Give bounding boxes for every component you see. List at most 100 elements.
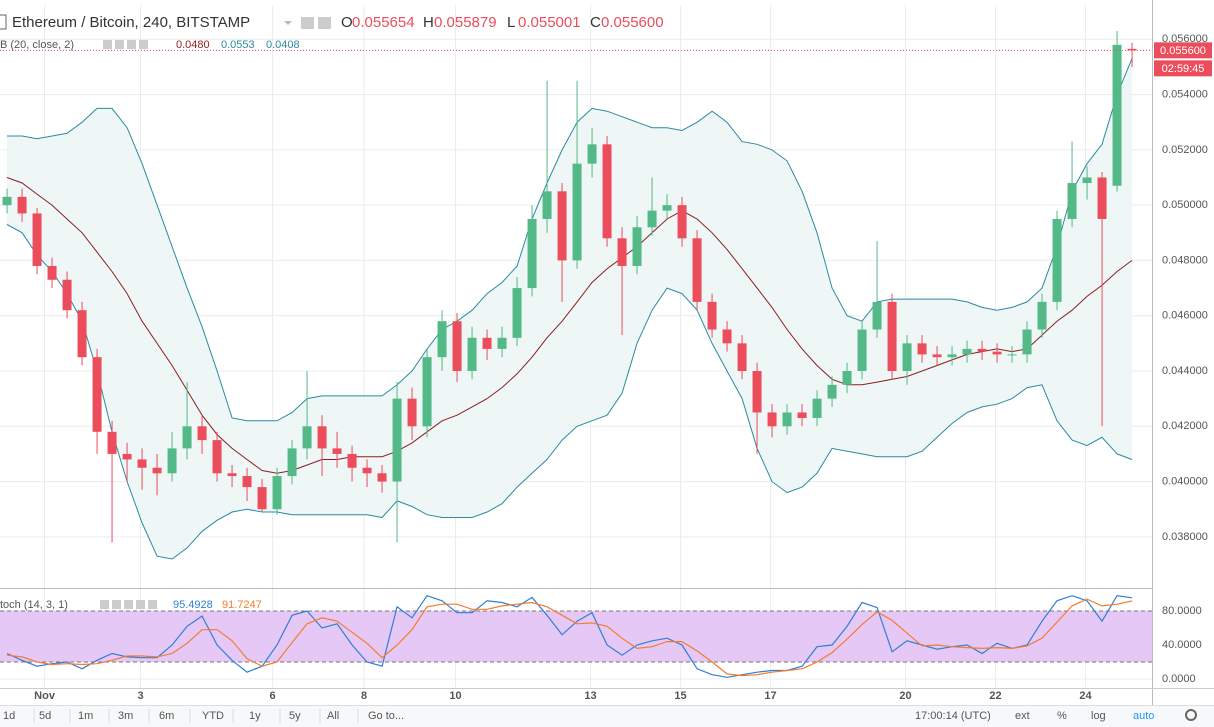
candle-body <box>857 329 867 371</box>
price-axis-bg <box>1152 0 1214 705</box>
icon[interactable] <box>100 600 109 609</box>
ohlc-key: H <box>423 14 434 31</box>
candle-body <box>962 348 972 355</box>
candle-body <box>827 384 837 399</box>
candle-body <box>1112 44 1122 186</box>
range-button[interactable]: 5y <box>289 710 301 722</box>
stoch-band <box>0 611 1152 662</box>
candle-body <box>737 343 747 371</box>
candle-body <box>692 238 702 302</box>
indicator-value: 91.7247 <box>222 599 262 611</box>
band-line <box>6 224 1133 560</box>
stoch-line <box>6 598 1133 677</box>
range-button[interactable]: 1y <box>249 710 261 722</box>
icon[interactable] <box>148 600 157 609</box>
indicator-value: 0.0553 <box>221 39 255 51</box>
candle-body <box>242 476 252 488</box>
candle-body <box>407 398 417 427</box>
candle-body <box>362 467 372 474</box>
option-button[interactable]: % <box>1057 710 1067 722</box>
icon[interactable] <box>124 600 133 609</box>
candle-body <box>482 337 492 349</box>
x-tick-label: 6 <box>269 690 275 702</box>
range-button[interactable]: 3m <box>118 710 133 722</box>
icon[interactable] <box>127 40 136 49</box>
candle-body <box>317 426 327 449</box>
option-button[interactable]: auto <box>1133 710 1154 722</box>
candle-body <box>527 218 537 289</box>
symbol: Ethereum / Bitcoin, 240, BITSTAMP <box>12 14 250 31</box>
candle-body <box>587 144 597 164</box>
candle-body <box>1067 183 1077 219</box>
candle-body <box>287 448 297 477</box>
candle-body <box>272 476 282 510</box>
x-tick-label: 20 <box>899 690 911 702</box>
dropdown-arrow[interactable] <box>284 21 292 25</box>
last-price-box <box>1154 42 1212 59</box>
toolbar <box>0 705 1214 727</box>
goto-button[interactable]: Go to... <box>368 710 404 722</box>
range-button[interactable]: 1d <box>3 710 15 722</box>
icon[interactable] <box>136 600 145 609</box>
option-button[interactable]: log <box>1091 710 1106 722</box>
ohlc-value: 0.055001 <box>518 14 581 31</box>
candle-body <box>92 357 102 432</box>
y-tick-label: 80.0000 <box>1162 605 1202 617</box>
candle-body <box>32 213 42 266</box>
y-tick-label: 0.042000 <box>1162 420 1208 432</box>
y-tick-label: 0.052000 <box>1162 144 1208 156</box>
icon[interactable] <box>112 600 121 609</box>
indicator-value: 95.4928 <box>173 599 213 611</box>
candle-body <box>992 351 1002 355</box>
candle-body <box>512 288 522 338</box>
range-button[interactable]: 1m <box>78 710 93 722</box>
candle-body <box>167 448 177 474</box>
ohlc-key: C <box>590 14 601 31</box>
candle-body <box>1127 48 1137 51</box>
candle-body <box>917 343 927 355</box>
countdown: 02:59:45 <box>1162 63 1205 75</box>
candle-body <box>452 321 462 371</box>
candle-body <box>677 205 687 239</box>
x-tick-label: Nov <box>34 690 56 702</box>
x-tick-label: 17 <box>764 690 776 702</box>
x-tick-label: 15 <box>674 690 686 702</box>
range-button[interactable]: All <box>327 710 339 722</box>
countdown-box <box>1154 60 1212 77</box>
icon[interactable] <box>139 40 148 49</box>
candle-body <box>767 412 777 427</box>
icon[interactable] <box>103 40 112 49</box>
candle-body <box>722 329 732 344</box>
x-tick-label: 8 <box>361 690 367 702</box>
candle-body <box>812 398 822 418</box>
candle-body <box>377 473 387 482</box>
candle-body <box>1052 218 1062 302</box>
candle-body <box>1007 354 1017 356</box>
candle-body <box>47 265 57 280</box>
clock: 17:00:14 (UTC) <box>915 710 991 722</box>
x-tick-label: 3 <box>137 690 143 702</box>
candle-body <box>617 238 627 266</box>
candle-body <box>392 398 402 482</box>
icon[interactable] <box>115 40 124 49</box>
candle-body <box>947 354 957 358</box>
candle-body <box>902 343 912 371</box>
icon[interactable] <box>318 17 331 29</box>
candle-body <box>602 144 612 239</box>
range-button[interactable]: 5d <box>39 710 51 722</box>
y-tick-label: 40.0000 <box>1162 639 1202 651</box>
candle-body <box>842 370 852 385</box>
settings-icon[interactable] <box>1185 709 1197 721</box>
candle-body <box>797 412 807 418</box>
candle-body <box>182 426 192 449</box>
last-price-label: 0.055600 <box>1160 45 1206 57</box>
ohlc-key: L <box>507 14 515 31</box>
candle-body <box>302 426 312 449</box>
band-line <box>7 58 1133 422</box>
range-button[interactable]: 6m <box>159 710 174 722</box>
option-button[interactable]: ext <box>1015 710 1030 722</box>
icon[interactable] <box>301 17 314 29</box>
range-button[interactable]: YTD <box>202 710 224 722</box>
